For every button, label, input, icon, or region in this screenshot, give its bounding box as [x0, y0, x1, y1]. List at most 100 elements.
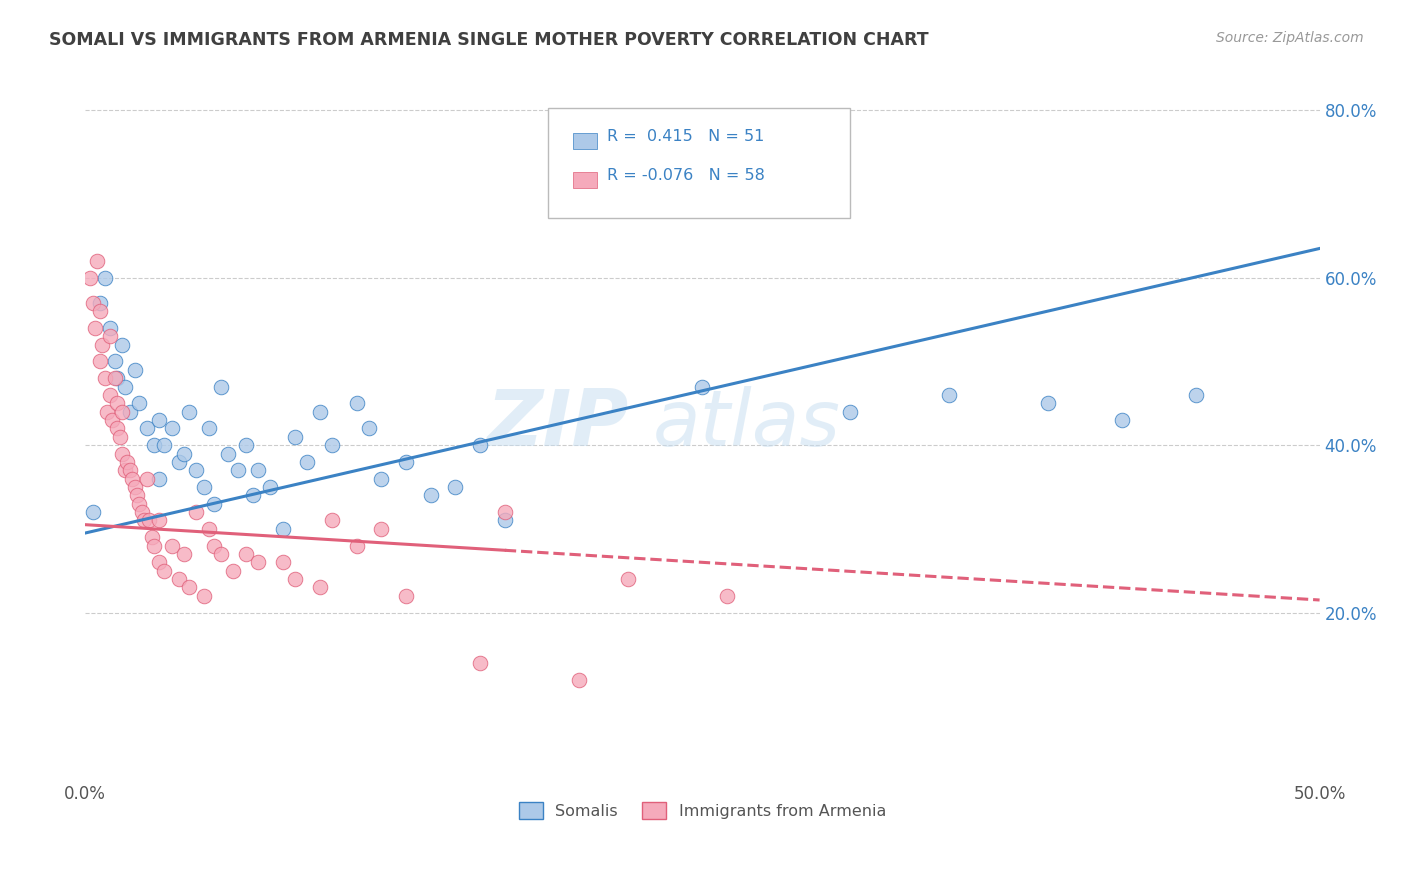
Point [226, 463, 249, 477]
Point [444, 480, 467, 494]
Point [135, 421, 157, 435]
Point [98, 321, 121, 335]
Point [105, 421, 128, 435]
Point [321, 438, 343, 452]
Point [82, 505, 104, 519]
Point [121, 472, 143, 486]
Point [395, 455, 418, 469]
Point [235, 438, 257, 452]
Point [370, 522, 392, 536]
Point [141, 530, 163, 544]
Point [259, 480, 281, 494]
Point [79, 270, 101, 285]
Point [1036, 396, 1059, 410]
Point [346, 539, 368, 553]
Point [617, 572, 640, 586]
Point [118, 463, 141, 477]
Point [131, 505, 153, 519]
Point [1185, 388, 1208, 402]
Point [148, 413, 170, 427]
Point [104, 354, 127, 368]
Point [716, 589, 738, 603]
Point [470, 656, 492, 670]
Point [153, 564, 176, 578]
Point [222, 564, 245, 578]
Text: SOMALI VS IMMIGRANTS FROM ARMENIA SINGLE MOTHER POVERTY CORRELATION CHART: SOMALI VS IMMIGRANTS FROM ARMENIA SINGLE… [49, 31, 929, 49]
Point [128, 396, 150, 410]
Point [89, 354, 111, 368]
Point [193, 480, 215, 494]
Point [104, 371, 127, 385]
Point [235, 547, 257, 561]
Point [209, 547, 232, 561]
Point [284, 572, 307, 586]
Point [370, 472, 392, 486]
Point [114, 463, 136, 477]
Point [246, 555, 269, 569]
Point [111, 405, 134, 419]
Point [395, 589, 418, 603]
Point [938, 388, 960, 402]
FancyBboxPatch shape [572, 172, 598, 188]
Point [284, 430, 307, 444]
Point [111, 446, 134, 460]
Point [419, 488, 441, 502]
Point [308, 405, 330, 419]
Point [89, 304, 111, 318]
Point [124, 363, 146, 377]
FancyBboxPatch shape [572, 133, 598, 149]
Point [98, 388, 121, 402]
Point [494, 505, 516, 519]
Point [297, 455, 319, 469]
Text: ZIP: ZIP [486, 386, 628, 462]
Point [108, 430, 131, 444]
Text: R =  0.415   N = 51: R = 0.415 N = 51 [607, 128, 765, 144]
Point [105, 371, 128, 385]
Point [217, 446, 239, 460]
Point [160, 421, 183, 435]
Point [692, 379, 714, 393]
Text: atlas: atlas [652, 386, 841, 462]
Point [94, 270, 117, 285]
Point [101, 413, 124, 427]
Point [148, 555, 170, 569]
Point [177, 581, 200, 595]
Point [193, 589, 215, 603]
Point [167, 572, 190, 586]
Point [321, 514, 343, 528]
Point [1111, 413, 1133, 427]
Point [346, 396, 368, 410]
Point [105, 396, 128, 410]
Point [308, 581, 330, 595]
Point [118, 405, 141, 419]
Point [114, 379, 136, 393]
Point [160, 539, 183, 553]
Point [134, 514, 156, 528]
Point [470, 438, 492, 452]
Point [173, 547, 195, 561]
Point [186, 463, 208, 477]
Point [271, 555, 294, 569]
Point [177, 405, 200, 419]
Point [115, 455, 138, 469]
Point [202, 497, 225, 511]
Point [84, 321, 107, 335]
Point [143, 539, 166, 553]
Point [173, 446, 195, 460]
Point [271, 522, 294, 536]
Point [186, 505, 208, 519]
Point [138, 514, 160, 528]
Point [790, 178, 813, 193]
Point [124, 480, 146, 494]
Point [153, 438, 176, 452]
Point [197, 522, 219, 536]
Point [839, 405, 862, 419]
Point [94, 371, 117, 385]
Text: R = -0.076   N = 58: R = -0.076 N = 58 [607, 168, 765, 183]
Point [242, 488, 264, 502]
Point [568, 673, 591, 687]
Point [125, 488, 148, 502]
Point [357, 421, 380, 435]
Point [148, 514, 170, 528]
Point [143, 438, 166, 452]
